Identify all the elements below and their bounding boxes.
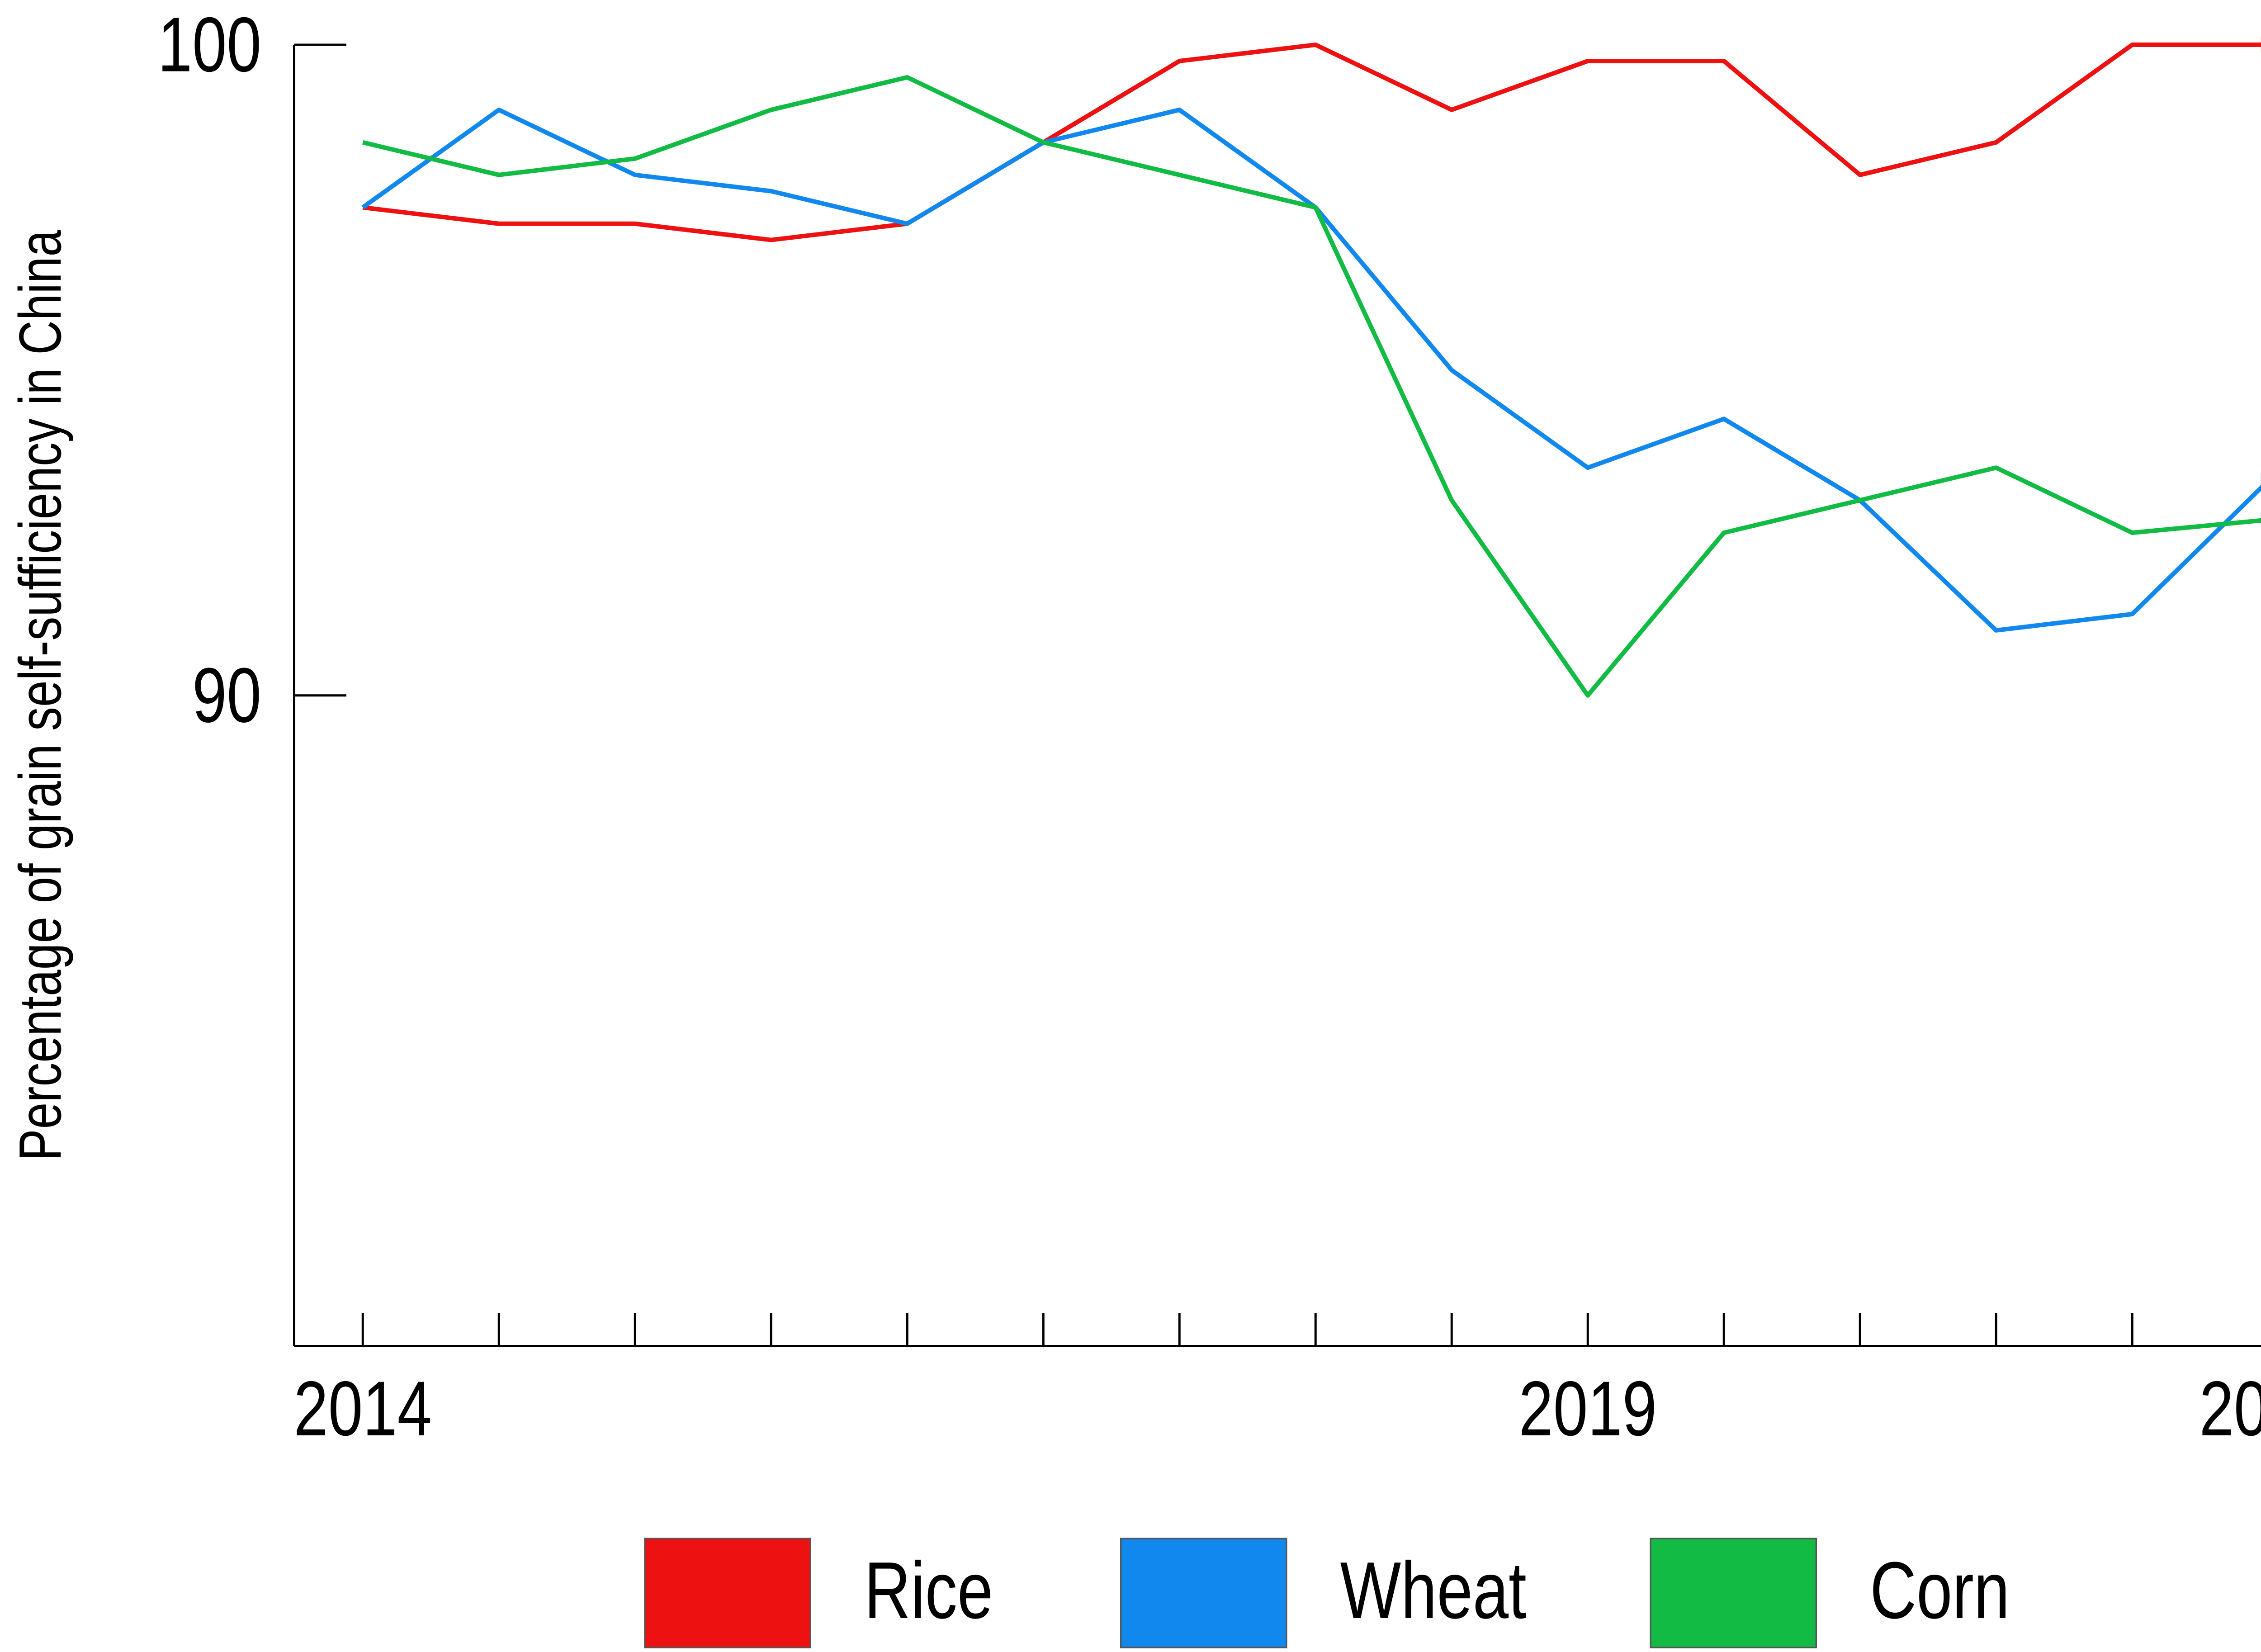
line: [362, 43, 2261, 242]
line: [361, 107, 2261, 633]
x-tick-label: 2019: [1519, 1365, 1657, 1452]
x-tick-label: 2014: [294, 1365, 432, 1452]
x-tick-label: 2024: [2200, 1365, 2261, 1452]
legend-swatch: [1650, 1538, 1817, 1648]
line: [362, 75, 2261, 698]
y-tick-label: 100: [158, 1, 261, 88]
legend-label: Wheat: [1340, 1546, 1527, 1636]
y-tick-label: 90: [192, 652, 261, 738]
legend-label: Rice: [864, 1546, 993, 1636]
legend-label: Corn: [1870, 1546, 2010, 1636]
y-axis-title: Percentage of grain self-sufficiency in …: [7, 230, 74, 1161]
legend-swatch: [644, 1538, 811, 1648]
legend-swatch: [1120, 1538, 1287, 1648]
